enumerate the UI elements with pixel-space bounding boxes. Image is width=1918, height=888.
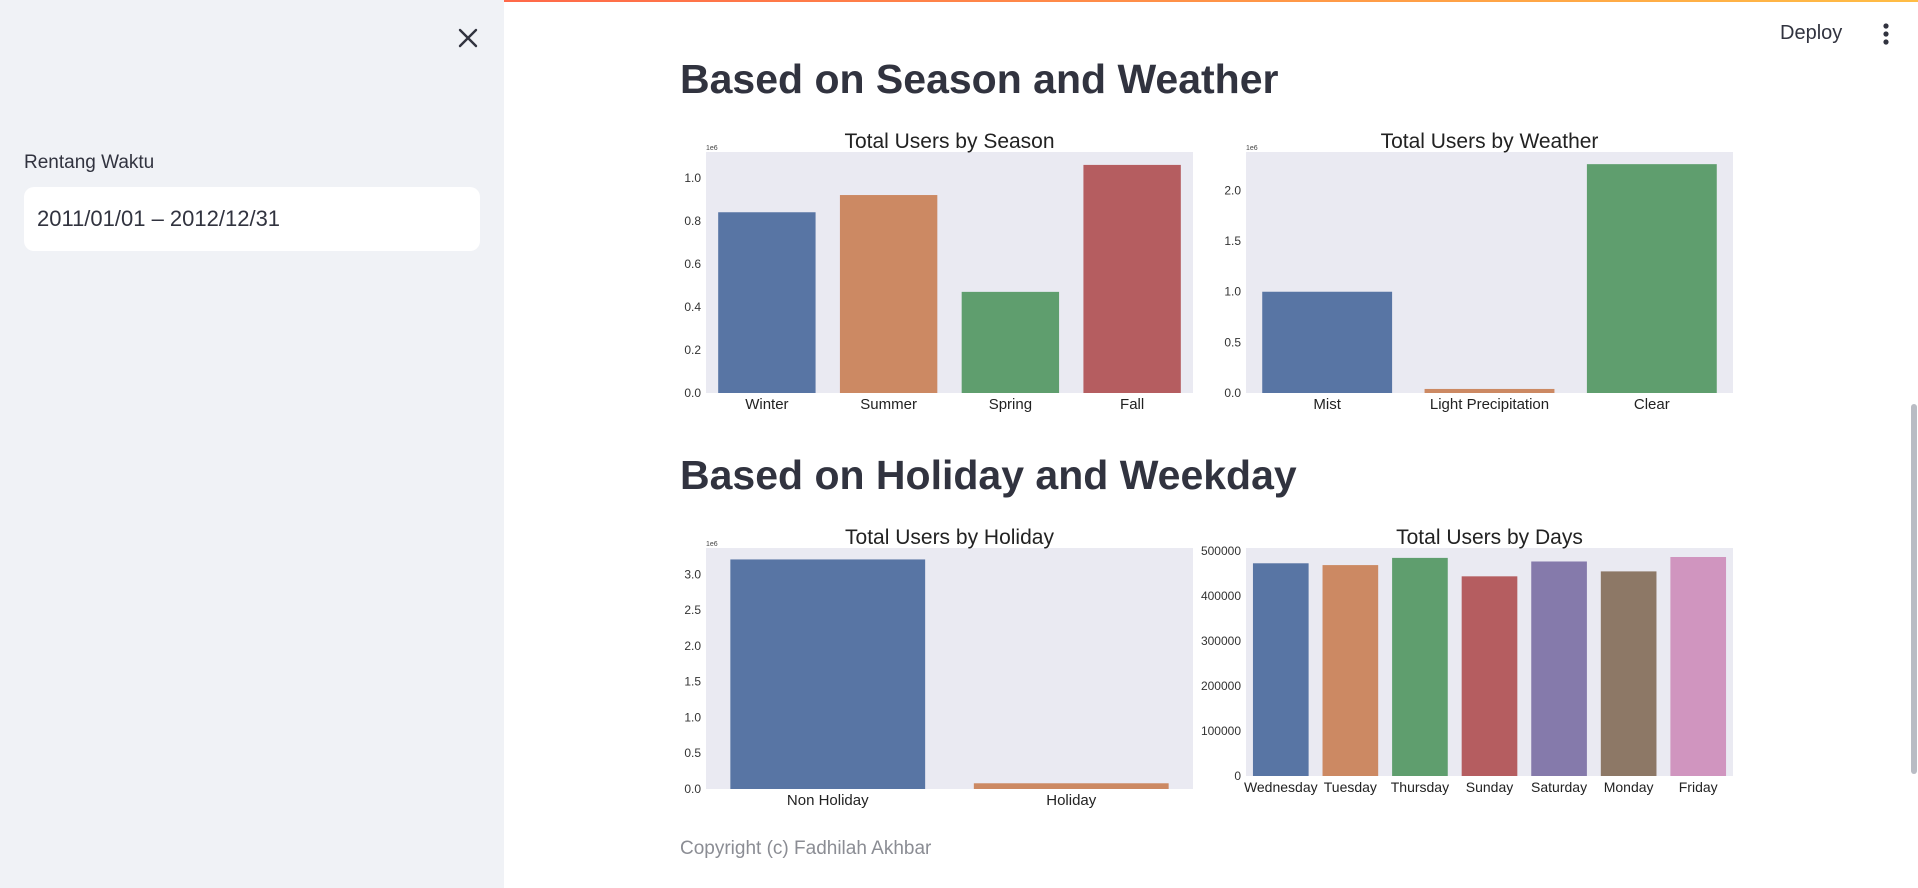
more-vertical-icon <box>1883 23 1889 45</box>
y-tick-label: 500000 <box>1201 544 1241 558</box>
axis-offset-label: 1e6 <box>706 145 718 152</box>
close-sidebar-button[interactable] <box>452 22 484 54</box>
y-tick-label: 2.0 <box>684 639 701 653</box>
bar-tuesday <box>1322 565 1379 776</box>
x-tick-label: Spring <box>989 396 1032 413</box>
sidebar: Rentang Waktu 2011/01/01 – 2012/12/31 <box>0 0 504 888</box>
bar-sunday <box>1461 576 1518 776</box>
y-tick-label: 2.5 <box>684 603 701 617</box>
axis-offset-label: 1e6 <box>706 541 718 548</box>
x-tick-label: Light Precipitation <box>1430 396 1549 413</box>
y-tick-label: 1.5 <box>1224 234 1241 248</box>
y-tick-label: 0.5 <box>684 746 701 760</box>
bar-saturday <box>1531 561 1587 776</box>
deploy-button[interactable]: Deploy <box>1780 22 1843 44</box>
y-tick-label: 0.5 <box>1224 335 1241 349</box>
y-tick-label: 1.0 <box>1224 285 1241 299</box>
top-decoration-line <box>0 0 1918 2</box>
y-tick-label: 0.0 <box>1224 386 1241 400</box>
bar-monday <box>1600 571 1657 776</box>
date-range-input[interactable]: 2011/01/01 – 2012/12/31 <box>24 187 480 251</box>
bar-thursday <box>1392 557 1448 776</box>
x-tick-label: Tuesday <box>1324 779 1377 795</box>
y-tick-label: 0.2 <box>684 343 701 357</box>
y-tick-label: 1.0 <box>684 710 701 724</box>
y-tick-label: 0.4 <box>684 300 701 314</box>
bar-clear <box>1586 164 1717 393</box>
chart-title: Total Users by Season <box>844 130 1054 153</box>
x-tick-label: Saturday <box>1531 779 1587 795</box>
bar-non-holiday <box>730 559 926 789</box>
footer-copyright: Copyright (c) Fadhilah Akhbar <box>680 838 932 859</box>
x-tick-label: Friday <box>1679 779 1718 795</box>
y-tick-label: 2.0 <box>1224 183 1241 197</box>
bar-holiday <box>973 783 1169 789</box>
chart-title: Total Users by Weather <box>1381 130 1599 153</box>
y-tick-label: 200000 <box>1201 679 1241 693</box>
y-tick-label: 0.0 <box>684 386 701 400</box>
x-tick-label: Summer <box>860 396 917 413</box>
main-menu-button[interactable] <box>1874 18 1898 50</box>
x-tick-label: Holiday <box>1046 792 1097 809</box>
chart-holiday: Total Users by Holiday 1e6 0.0 0.5 1.0 1.5 2.0… <box>684 526 1193 809</box>
y-tick-label: 3.0 <box>684 567 701 581</box>
y-tick-label: 0 <box>1234 769 1241 783</box>
chart-weather: Total Users by Weather 1e6 0.0 0.5 1.0 1.5 2.0… <box>1224 130 1733 413</box>
x-tick-label: Non Holiday <box>787 792 869 809</box>
bar-mist <box>1262 291 1393 393</box>
chart-days: Total Users by Days 0 100000 200000 300000 40… <box>1201 526 1733 795</box>
date-range-label: Rentang Waktu <box>24 152 155 173</box>
x-tick-label: Monday <box>1604 779 1654 795</box>
y-tick-label: 0.8 <box>684 214 701 228</box>
x-tick-label: Clear <box>1634 396 1670 413</box>
axis-offset-label: 1e6 <box>1246 145 1258 152</box>
bar-winter <box>718 212 816 393</box>
close-icon <box>458 28 478 48</box>
bar-light-precipitation <box>1424 388 1555 393</box>
y-tick-label: 400000 <box>1201 589 1241 603</box>
x-tick-label: Fall <box>1120 396 1144 413</box>
bar-spring <box>961 291 1060 393</box>
y-tick-label: 1.5 <box>684 675 701 689</box>
x-tick-label: Sunday <box>1466 779 1513 795</box>
section-title-season-weather: Based on Season and Weather <box>680 56 1279 102</box>
chart-title: Total Users by Holiday <box>845 526 1054 549</box>
x-tick-label: Thursday <box>1391 779 1449 795</box>
y-tick-label: 100000 <box>1201 724 1241 738</box>
chart-title: Total Users by Days <box>1396 526 1583 549</box>
y-tick-label: 0.0 <box>684 782 701 796</box>
scrollbar-thumb[interactable] <box>1911 404 1917 774</box>
x-tick-label: Winter <box>745 396 788 413</box>
bar-summer <box>839 195 938 393</box>
chart-season: Total Users by Season 1e6 0.0 0.2 0.4 0.6 0.8 1… <box>684 130 1193 413</box>
x-tick-label: Wednesday <box>1244 779 1318 795</box>
y-tick-label: 300000 <box>1201 634 1241 648</box>
x-tick-label: Mist <box>1313 396 1341 413</box>
bar-fall <box>1083 164 1181 393</box>
section-title-holiday-weekday: Based on Holiday and Weekday <box>680 452 1297 498</box>
bar-friday <box>1670 556 1727 776</box>
y-tick-label: 0.6 <box>684 257 701 271</box>
bar-wednesday <box>1252 563 1309 776</box>
y-tick-label: 1.0 <box>684 171 701 185</box>
